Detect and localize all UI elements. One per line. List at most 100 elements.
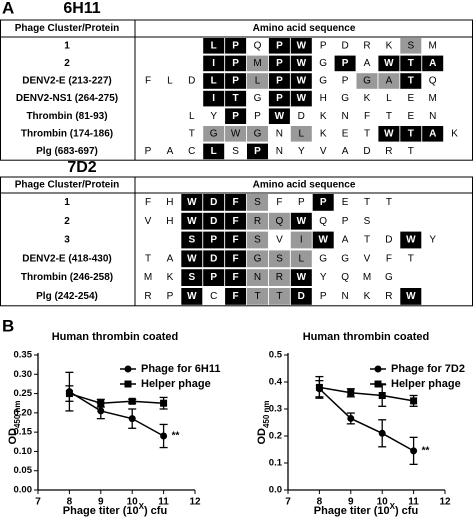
residue: G — [341, 253, 349, 264]
marker — [160, 399, 168, 407]
residue-shade — [203, 212, 225, 230]
y-axis-label-part: 450 nm — [13, 400, 22, 428]
residue: Y — [298, 146, 305, 157]
marker — [347, 389, 355, 397]
residue-shade — [203, 250, 225, 268]
residue-shade — [400, 38, 422, 54]
y-tick-label: 0.3 — [269, 404, 282, 415]
y-axis-label-part: 450 nm — [262, 400, 271, 428]
residue: M — [253, 58, 261, 69]
residue: G — [210, 128, 218, 139]
residue: P — [210, 235, 217, 246]
residue: F — [233, 253, 239, 264]
x-tick-label: 9 — [348, 497, 354, 508]
residue-shade — [422, 126, 444, 142]
residue: G — [363, 76, 371, 87]
residue: D — [385, 235, 392, 246]
residue: T — [386, 111, 392, 122]
residue: G — [254, 93, 262, 104]
residue: W — [384, 58, 394, 69]
residue: T — [386, 197, 392, 208]
residue: T — [364, 128, 370, 139]
residue: K — [364, 291, 371, 302]
y-tick-label: 0.05 — [14, 465, 33, 476]
y-tick-label: 0.5 — [269, 350, 283, 361]
residue: D — [210, 197, 217, 208]
marker — [410, 397, 418, 405]
residue-shade — [203, 55, 225, 72]
series-line — [319, 386, 414, 402]
residue: W — [297, 216, 307, 227]
residue-shade — [181, 288, 203, 305]
y-tick-label: 0.25 — [14, 388, 33, 399]
residue-shade — [400, 55, 422, 72]
marker — [160, 432, 168, 440]
residue: K — [167, 272, 174, 283]
residue: L — [299, 253, 305, 264]
x-tick-label: 9 — [98, 497, 104, 508]
residue: P — [276, 58, 283, 69]
residue: W — [297, 93, 307, 104]
residue-shade — [203, 269, 225, 286]
residue: S — [188, 235, 195, 246]
residue: W — [384, 128, 394, 139]
residue-shade — [225, 250, 247, 268]
residue: L — [167, 76, 173, 87]
x-tick-label: 11 — [408, 497, 419, 508]
table-border — [0, 19, 473, 161]
marker — [97, 407, 105, 415]
x-axis-label-part: Phage titer (10 — [63, 505, 139, 517]
panel-label: A — [2, 0, 14, 17]
residue: D — [188, 76, 195, 87]
residue: R — [276, 272, 283, 283]
residue: A — [342, 235, 349, 246]
significance: ** — [422, 445, 430, 456]
residue: Q — [319, 216, 327, 227]
y-tick-label: 0.10 — [14, 446, 33, 457]
residue: W — [187, 216, 197, 227]
residue: V — [145, 216, 152, 227]
chart-title: Human thrombin coated — [303, 331, 430, 343]
residue: Q — [341, 272, 349, 283]
residue: M — [429, 93, 437, 104]
residue: T — [254, 291, 260, 302]
residue: P — [320, 291, 327, 302]
column-header: Amino acid sequence — [253, 180, 356, 191]
marker — [128, 397, 136, 405]
residue: G — [254, 128, 262, 139]
residue: P — [167, 291, 174, 302]
residue: K — [386, 40, 393, 51]
residue-shade — [312, 194, 334, 211]
row-label: Plg (242-254) — [36, 291, 98, 302]
residue-shade — [225, 269, 247, 286]
residue: C — [210, 291, 217, 302]
chart-title: Human thrombin coated — [52, 331, 179, 343]
y-tick-label: 0.20 — [14, 407, 33, 418]
residue-shade — [247, 73, 268, 89]
residue-shade — [225, 126, 247, 142]
residue-shade — [268, 212, 290, 230]
residue: T — [276, 291, 282, 302]
residue: W — [187, 197, 197, 208]
residue-shade — [225, 288, 247, 305]
row-label: Plg (683-697) — [36, 146, 98, 157]
residue: W — [406, 291, 416, 302]
row-label: DENV2-NS1 (264-275) — [16, 93, 118, 104]
residue: P — [254, 111, 261, 122]
residue: F — [276, 197, 282, 208]
legend-marker — [124, 380, 132, 388]
residue: Y — [210, 111, 217, 122]
residue-shade — [247, 55, 268, 72]
residue-shade — [356, 73, 378, 89]
residue-shade — [247, 194, 268, 211]
residue: R — [254, 216, 261, 227]
row-label: 1 — [64, 197, 70, 208]
residue-shade — [400, 288, 422, 305]
x-tick-label: 11 — [158, 497, 169, 508]
residue: P — [342, 76, 349, 87]
residue-shade — [290, 126, 312, 142]
column-header: Amino acid sequence — [253, 23, 356, 34]
y-axis-label-part: OD — [256, 428, 268, 445]
x-tick-label: 8 — [67, 497, 73, 508]
